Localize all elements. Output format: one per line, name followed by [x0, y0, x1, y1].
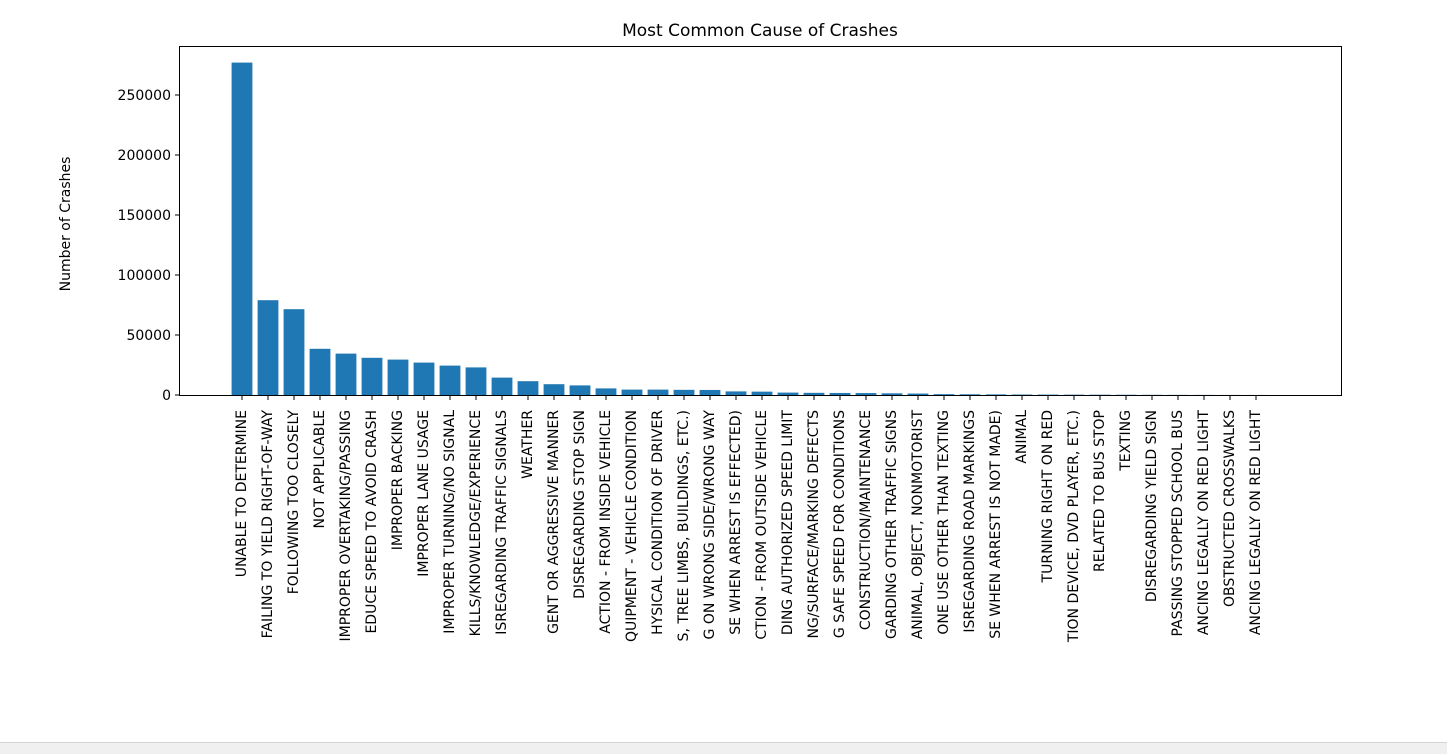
- x-tick-label: PASSING STOPPED SCHOOL BUS: [1170, 410, 1186, 637]
- x-tick-label: SE WHEN ARREST IS NOT MADE): [988, 410, 1004, 639]
- y-tick-label: 150000: [118, 208, 171, 224]
- x-tick-label: TEXTING: [1118, 410, 1134, 472]
- bar: [544, 384, 565, 395]
- y-tick-label: 0: [162, 388, 171, 404]
- bar: [804, 393, 825, 395]
- bar: [726, 391, 747, 395]
- x-tick-label: ANIMAL, OBJECT, NONMOTORIST: [910, 410, 926, 640]
- chart-title: Most Common Cause of Crashes: [622, 21, 898, 41]
- bar: [414, 363, 435, 395]
- bars-layer: [232, 63, 1267, 395]
- y-tick-label: 100000: [118, 268, 171, 284]
- x-tick-label: DISREGARDING YIELD SIGN: [1144, 410, 1160, 602]
- bar: [856, 393, 877, 395]
- x-tick-label: IMPROPER TURNING/NO SIGNAL: [442, 410, 458, 634]
- x-tick-label: GENT OR AGGRESSIVE MANNER: [546, 410, 562, 634]
- x-tick-label: FAILING TO YIELD RIGHT-OF-WAY: [260, 410, 276, 639]
- x-tick-label: KILLS/KNOWLEDGE/EXPERIENCE: [468, 410, 484, 636]
- x-tick-label: OBSTRUCTED CROSSWALKS: [1222, 410, 1238, 607]
- bar: [674, 390, 695, 395]
- bar: [310, 349, 331, 395]
- x-tick-label: TURNING RIGHT ON RED: [1040, 410, 1056, 583]
- x-tick-label: G ON WRONG SIDE/WRONG WAY: [702, 410, 718, 640]
- bar: [778, 393, 799, 395]
- y-tick-label: 200000: [118, 148, 171, 164]
- x-tick-label: HYSICAL CONDITION OF DRIVER: [650, 410, 666, 635]
- plot-frame: [180, 47, 1342, 396]
- x-tick-label: UNABLE TO DETERMINE: [234, 410, 250, 577]
- x-tick-label: RELATED TO BUS STOP: [1092, 410, 1108, 572]
- bar: [882, 393, 903, 395]
- x-tick-label: NOT APPLICABLE: [312, 410, 328, 529]
- bar: [388, 360, 409, 395]
- bar: [362, 358, 383, 395]
- x-tick-label: TION DEVICE, DVD PLAYER, ETC.): [1066, 410, 1082, 643]
- bar: [492, 378, 513, 395]
- bar: [440, 366, 461, 395]
- x-tick-label: DING AUTHORIZED SPEED LIMIT: [780, 410, 796, 636]
- bar: [960, 394, 981, 395]
- bar: [622, 390, 643, 395]
- x-tick-label: NG/SURFACE/MARKING DEFECTS: [806, 410, 822, 639]
- x-tick-label: ISREGARDING TRAFFIC SIGNALS: [494, 410, 510, 635]
- bar: [700, 390, 721, 395]
- bar: [258, 300, 279, 395]
- bar: [830, 393, 851, 395]
- bar: [284, 309, 305, 395]
- bar: [648, 390, 669, 395]
- y-axis-label: Number of Crashes: [58, 157, 74, 292]
- bar: [934, 394, 955, 395]
- bar: [232, 63, 253, 395]
- bar: [570, 385, 591, 395]
- bar: [596, 388, 617, 395]
- x-tick-label: ANCING LEGALLY ON RED LIGHT: [1196, 410, 1212, 636]
- x-tick-label: IMPROPER OVERTAKING/PASSING: [338, 410, 354, 642]
- x-tick-label: GARDING OTHER TRAFFIC SIGNS: [884, 410, 900, 639]
- y-ticks-layer: 0 50000 100000 150000 200000 250000: [118, 88, 180, 404]
- x-ticks-layer: UNABLE TO DETERMINE FAILING TO YIELD RIGH…: [234, 395, 1264, 643]
- x-tick-label: CTION - FROM OUTSIDE VEHICLE: [754, 410, 770, 640]
- bar: [908, 394, 929, 395]
- y-tick-label: 250000: [118, 88, 171, 104]
- bar: [752, 392, 773, 395]
- x-tick-label: CONSTRUCTION/MAINTENANCE: [858, 410, 874, 630]
- x-tick-label: ANIMAL: [1014, 410, 1030, 464]
- bar: [466, 367, 487, 395]
- x-tick-label: ANCING LEGALLY ON RED LIGHT: [1248, 410, 1264, 636]
- x-tick-label: IMPROPER LANE USAGE: [416, 410, 432, 577]
- x-tick-label: SE WHEN ARREST IS EFFECTED): [728, 410, 744, 635]
- x-tick-label: ISREGARDING ROAD MARKINGS: [962, 410, 978, 633]
- x-tick-label: ONE USE OTHER THAN TEXTING: [936, 410, 952, 635]
- x-tick-label: DISREGARDING STOP SIGN: [572, 410, 588, 599]
- x-tick-label: G SAFE SPEED FOR CONDITIONS: [832, 410, 848, 638]
- x-tick-label: FOLLOWING TOO CLOSELY: [286, 410, 302, 595]
- bar: [336, 354, 357, 395]
- x-tick-label: EDUCE SPEED TO AVOID CRASH: [364, 410, 380, 634]
- x-tick-label: S, TREE LIMBS, BUILDINGS, ETC.): [676, 410, 692, 641]
- window-bottom-edge: [0, 742, 1447, 754]
- bar: [986, 394, 1007, 395]
- x-tick-label: IMPROPER BACKING: [390, 410, 406, 550]
- x-tick-label: WEATHER: [520, 410, 536, 479]
- bar: [518, 381, 539, 395]
- y-tick-label: 50000: [126, 328, 171, 344]
- x-tick-label: QUIPMENT - VEHICLE CONDITION: [624, 410, 640, 642]
- x-tick-label: ACTION - FROM INSIDE VEHICLE: [598, 410, 614, 634]
